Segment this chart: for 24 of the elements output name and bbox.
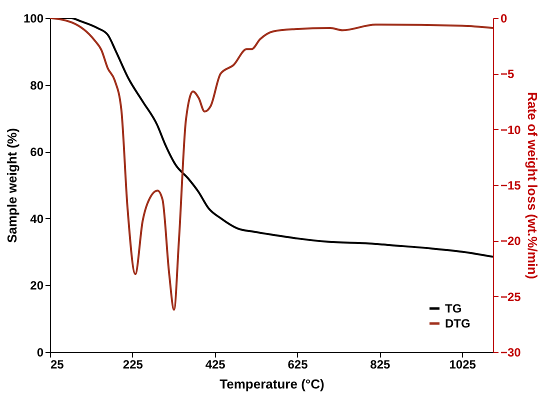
x-axis-title: Temperature (°C) <box>220 376 324 392</box>
y-tick-label: 80 <box>30 78 44 92</box>
y-tick-label: 60 <box>30 145 44 160</box>
y-tick-label: 20 <box>30 278 44 293</box>
y2-axis-title: Rate of weight loss (wt.%/min) <box>524 92 540 280</box>
y-tick-label: 40 <box>30 212 44 226</box>
x-tick-label: 25 <box>50 358 64 372</box>
x-tick-label: 425 <box>205 358 226 372</box>
y2-tick-label: −20 <box>500 234 522 248</box>
legend-label: TG <box>445 302 462 316</box>
y2-tick-label: −30 <box>500 346 522 360</box>
legend-label: DTG <box>445 316 470 330</box>
y-tick-label: 0 <box>36 346 44 360</box>
y2-tick-label: −5 <box>500 67 515 82</box>
y2-tick-label: 0 <box>500 12 508 26</box>
y2-tick-label: −15 <box>500 178 522 192</box>
x-tick-label: 825 <box>370 358 391 372</box>
x-tick-label: 225 <box>122 358 144 372</box>
y-tick-label: 100 <box>23 12 44 26</box>
x-tick-label: 625 <box>288 358 308 372</box>
y2-tick-label: −25 <box>500 290 522 304</box>
y2-tick-label: −10 <box>500 122 522 137</box>
y-axis-title: Sample weight (%) <box>4 128 20 243</box>
x-tick-label: 1025 <box>449 358 476 372</box>
